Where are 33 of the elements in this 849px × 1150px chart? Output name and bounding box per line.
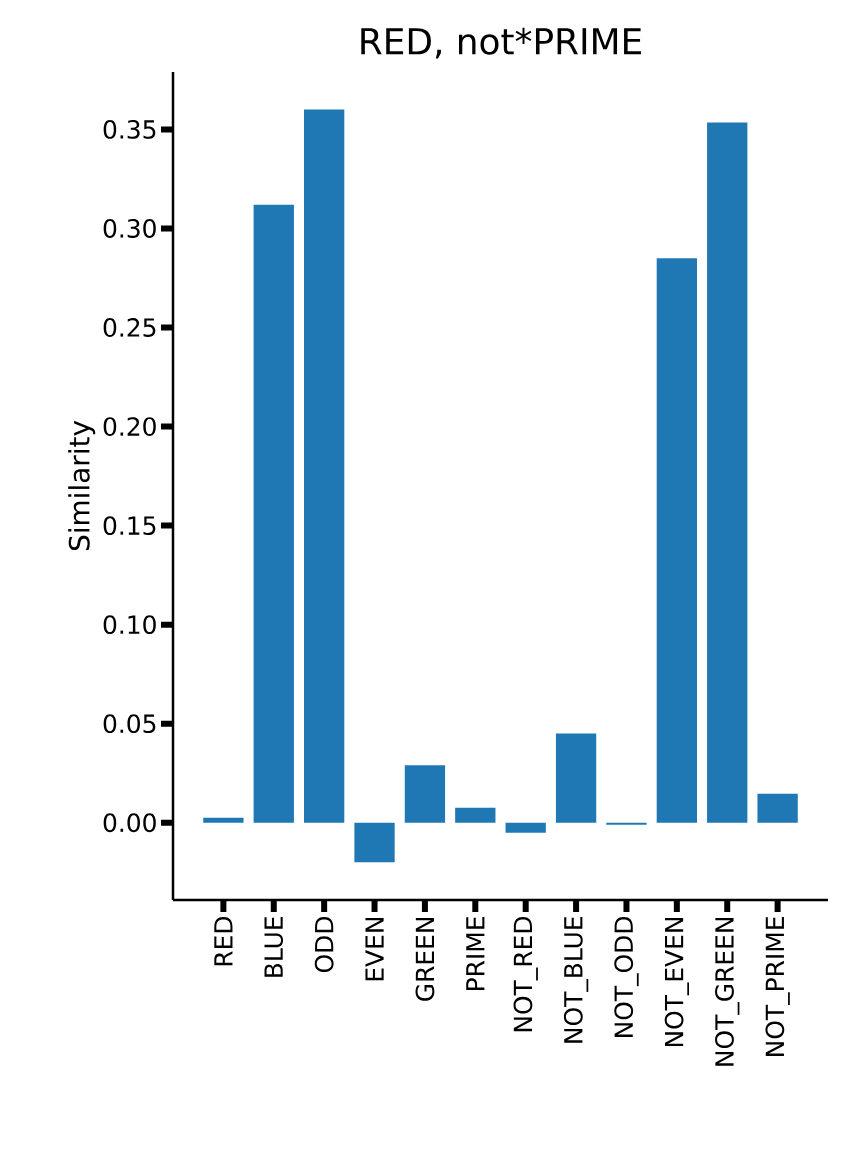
x-tick-label: NOT_ODD xyxy=(614,916,639,1037)
x-tick-label: NOT_GREEN xyxy=(715,917,740,1066)
y-tick-label: 0.30 xyxy=(103,219,156,238)
x-tick-label: ODD xyxy=(314,916,334,973)
bar xyxy=(455,807,496,823)
bar xyxy=(404,765,446,823)
bar xyxy=(707,122,748,823)
x-tick-label: NOT_RED xyxy=(513,916,538,1032)
y-tick-label: 0.15 xyxy=(103,516,156,536)
bar xyxy=(656,258,697,823)
x-tick-label: NOT_BLUE xyxy=(563,917,589,1043)
x-tick-label: NOT_PRIME xyxy=(765,917,790,1056)
bar xyxy=(304,109,345,823)
y-tick-label: 0.20 xyxy=(103,417,156,436)
x-tick-label: GREEN xyxy=(415,917,435,1001)
bar xyxy=(555,733,597,823)
x-tick-label: PRIME xyxy=(466,917,485,990)
y-tick-label: 0.10 xyxy=(103,615,156,635)
x-tick-label: NOT_EVEN xyxy=(664,917,690,1047)
x-tick-label: BLUE xyxy=(264,917,284,977)
bar xyxy=(354,822,395,863)
bar xyxy=(757,793,798,823)
x-tick-label: RED xyxy=(214,916,233,966)
y-tick-label: 0.00 xyxy=(103,813,156,833)
x-tick-label: EVEN xyxy=(365,917,384,981)
chart-title: RED, not*PRIME xyxy=(361,27,641,59)
y-tick-label: 0.25 xyxy=(103,318,156,337)
y-tick-label: 0.35 xyxy=(103,120,156,139)
bar xyxy=(505,822,546,833)
y-tick-label: 0.05 xyxy=(103,714,156,734)
y-axis-title: Similarity xyxy=(68,420,96,551)
bar xyxy=(203,817,244,823)
bar xyxy=(253,204,294,823)
